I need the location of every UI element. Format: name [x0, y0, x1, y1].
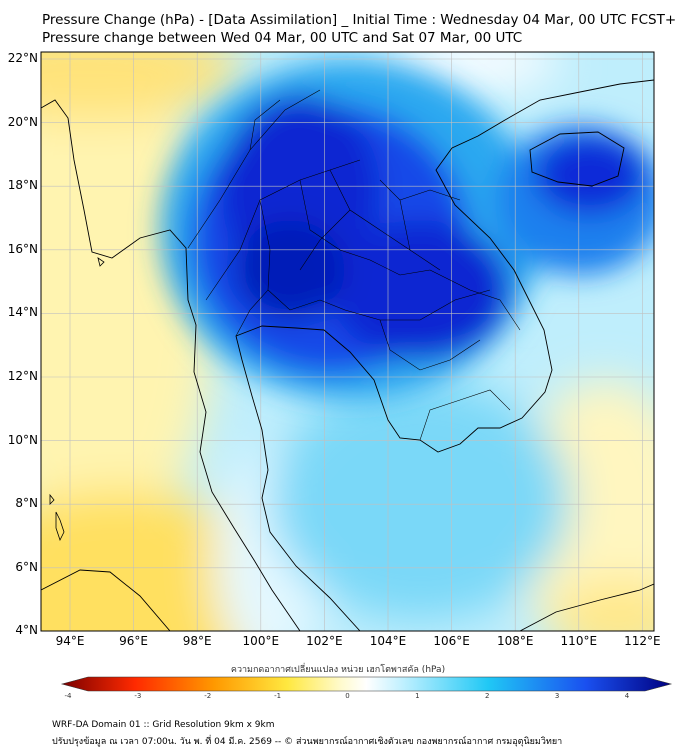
lon-label: 106°E: [433, 634, 470, 648]
lon-label: 112°E: [624, 634, 661, 648]
lat-label: 20°N: [7, 114, 38, 129]
pressure-field: [41, 52, 654, 631]
map-gridlines: [41, 52, 654, 631]
lon-label: 102°E: [306, 634, 343, 648]
lat-label: 8°N: [15, 496, 38, 511]
admin-borders: [187, 89, 521, 441]
borneo-coast: [519, 583, 654, 631]
colorbar-label: ความกดอากาศเปลี่ยนแปลง หน่วย เฮกโตพาสคัล…: [230, 665, 446, 675]
footer-resolution: WRF-DA Domain 01 :: Grid Resolution 9km …: [52, 720, 275, 730]
lon-label: 96°E: [119, 634, 149, 648]
lon-label: 100°E: [242, 634, 280, 648]
colorbar-tick: 4: [624, 692, 630, 700]
coastlines: [41, 79, 654, 631]
colorbar-tick: 2: [485, 692, 490, 700]
myanmar-coast: [41, 99, 301, 631]
peninsula-coast: [261, 469, 361, 631]
colorbar-tick: -2: [204, 692, 212, 700]
lat-label: 10°N: [7, 432, 38, 447]
lon-label: 94°E: [55, 634, 85, 648]
gulf-of-thailand-coast: [235, 79, 654, 471]
colorbar-tick: 3: [554, 692, 560, 700]
lon-label: 110°E: [560, 634, 598, 648]
colorbar-tick: -4: [64, 692, 72, 700]
hainan-coast: [529, 131, 625, 187]
chart-title: Pressure Change (hPa) - [Data Assimilati…: [42, 12, 676, 28]
colorbar: [60, 676, 673, 692]
footer-credit: ปรับปรุงข้อมูล ณ เวลา 07:00น. วัน พ. ที่…: [52, 737, 563, 747]
plot-frame: [40, 51, 655, 632]
colorbar-tick: 0: [345, 692, 350, 700]
lon-label: 98°E: [182, 634, 212, 648]
lat-label: 16°N: [7, 241, 38, 256]
lat-label: 18°N: [7, 178, 38, 193]
sumatra-coast: [41, 569, 171, 631]
lat-label: 22°N: [7, 51, 38, 65]
colorbar-tick: 1: [415, 692, 420, 700]
islands: [49, 257, 105, 542]
lon-label: 104°E: [369, 634, 407, 648]
colorbar-bar: [60, 676, 673, 692]
lon-label: 108°E: [496, 634, 534, 648]
colorbar-tick: -3: [134, 692, 142, 700]
lat-label: 14°N: [7, 305, 38, 320]
lat-label: 6°N: [15, 559, 38, 574]
colorbar-tick: -1: [274, 692, 282, 700]
chart-subtitle: Pressure change between Wed 04 Mar, 00 U…: [42, 30, 523, 46]
lat-label: 4°N: [15, 623, 38, 638]
lat-label: 12°N: [7, 369, 38, 383]
